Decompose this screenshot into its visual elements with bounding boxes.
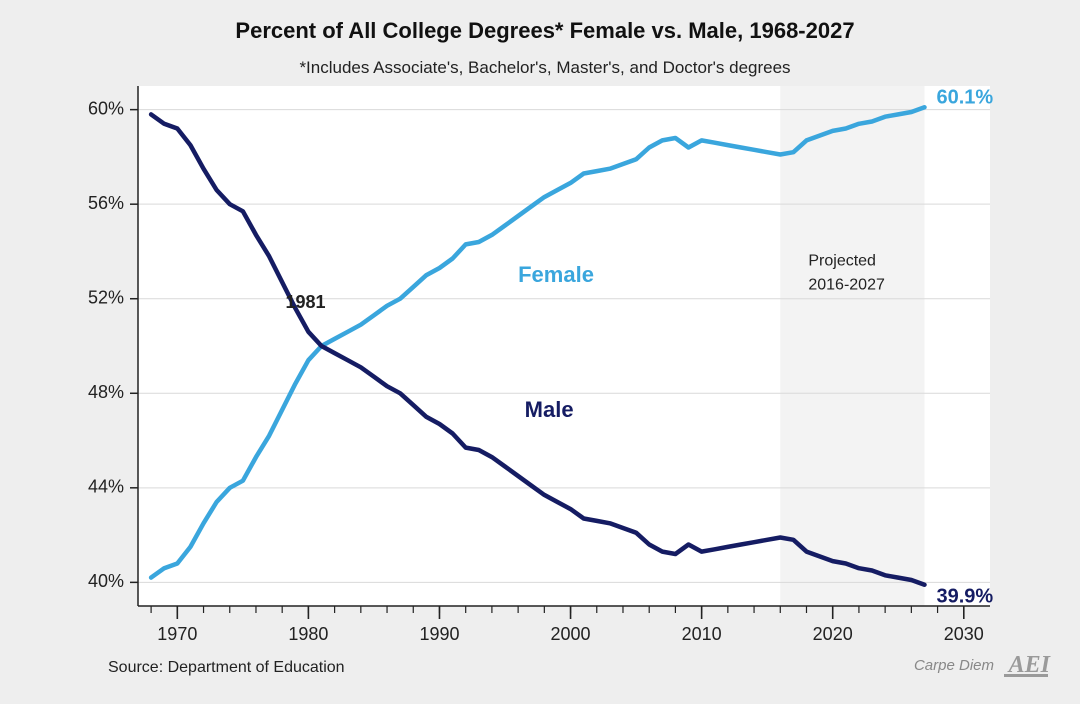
x-axis-label: 1970 (157, 624, 197, 644)
y-axis-label: 40% (88, 571, 124, 591)
end-label-male: 39.9% (936, 586, 993, 608)
y-axis-label: 60% (88, 98, 124, 118)
source-text: Source: Department of Education (108, 659, 345, 676)
projected-label: 2016-2027 (808, 276, 885, 293)
brand-underline (1004, 674, 1048, 677)
y-axis-label: 44% (88, 477, 124, 497)
brand: AEICarpe Diem (914, 652, 1052, 678)
y-axis-label: 56% (88, 193, 124, 213)
x-axis-label: 2010 (682, 624, 722, 644)
y-axis-label: 48% (88, 382, 124, 402)
x-axis-label: 2000 (551, 624, 591, 644)
x-axis-label: 2030 (944, 624, 984, 644)
x-axis-label: 1990 (419, 624, 459, 644)
projected-label: Projected (808, 253, 876, 270)
chart-container: Percent of All College Degrees* Female v… (30, 10, 1060, 690)
chart-title: Percent of All College Degrees* Female v… (30, 18, 1060, 44)
chart-subtitle: *Includes Associate's, Bachelor's, Maste… (30, 58, 1060, 78)
crossover-label: 1981 (285, 292, 325, 312)
chart-svg: 40% 44% 48% 52% 56% 60% 1970 1980 1990 2000 2010 20… (30, 82, 1060, 698)
series-label-female: Female (518, 262, 594, 287)
projected-band (780, 86, 924, 606)
y-axis-label: 52% (88, 287, 124, 307)
x-axis-label: 1980 (288, 624, 328, 644)
x-axis-label: 2020 (813, 624, 853, 644)
end-label-female: 60.1% (936, 86, 993, 108)
series-label-male: Male (525, 397, 574, 422)
brand-text: Carpe Diem (914, 657, 994, 674)
